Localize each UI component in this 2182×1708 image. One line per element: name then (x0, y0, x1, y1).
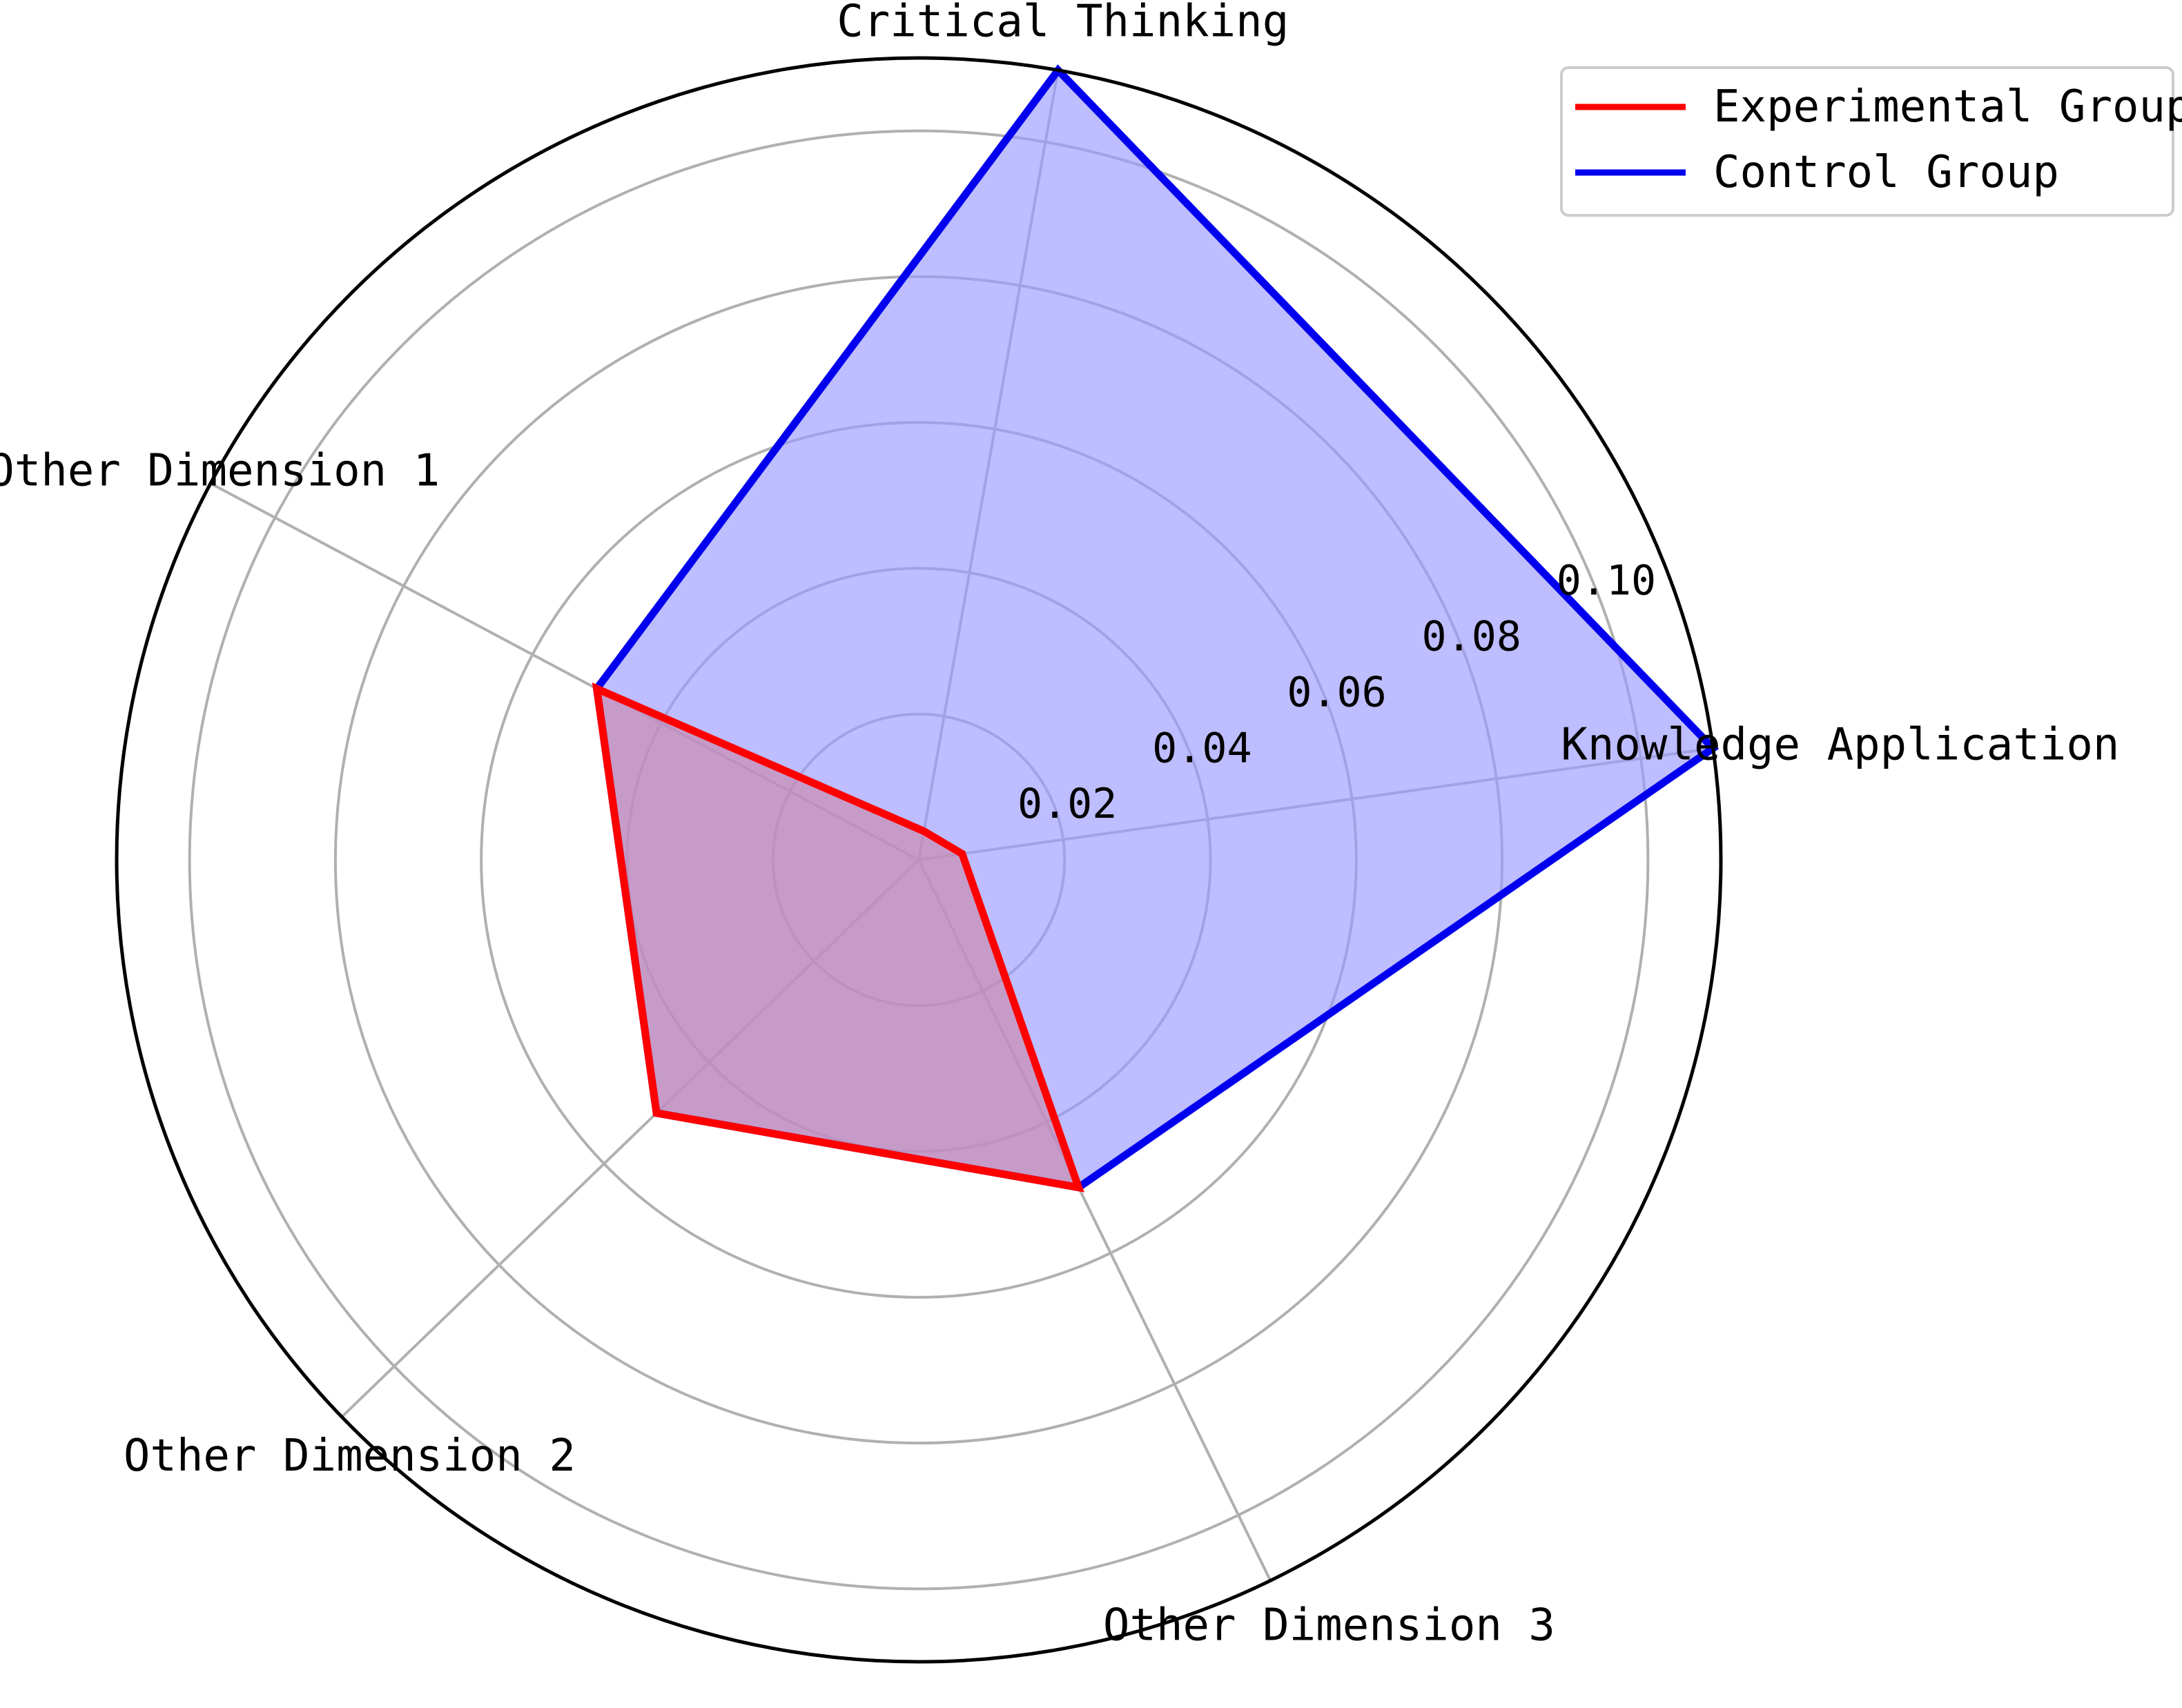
grid-circle-4 (188, 129, 1650, 1591)
polar-frame (115, 56, 1723, 1664)
category-label-3: Other Dimension 2 (124, 1431, 576, 1482)
category-label-4: Other Dimension 3 (1103, 1600, 1555, 1651)
radial-tick-label-2: 0.06 (1287, 668, 1387, 716)
legend-frame (1560, 66, 2174, 217)
legend-label-control: Control Group (1713, 147, 2059, 198)
radial-tick-label-3: 0.08 (1422, 613, 1522, 661)
series-fill-0 (596, 689, 1079, 1188)
series-layer (592, 64, 1720, 1192)
category-label-2: Other Dimension 1 (0, 446, 440, 497)
radial-tick-label-1: 0.04 (1152, 724, 1252, 772)
legend-label-experimental: Experimental Group (1713, 81, 2182, 132)
frame-layer (115, 56, 1723, 1664)
label-layer: Knowledge Application Critical Thinking Ot… (0, 0, 2119, 1651)
series-line-0 (592, 683, 1084, 1192)
radial-tick-label-0: 0.02 (1017, 780, 1118, 828)
category-label-1: Critical Thinking (837, 0, 1289, 47)
legend: Experimental Group Control Group (1560, 66, 2182, 217)
tick-layer: 0.02 0.04 0.06 0.08 0.10 (1017, 557, 1656, 828)
radial-tick-label-4: 0.10 (1557, 557, 1657, 605)
category-label-0: Knowledge Application (1561, 720, 2119, 771)
